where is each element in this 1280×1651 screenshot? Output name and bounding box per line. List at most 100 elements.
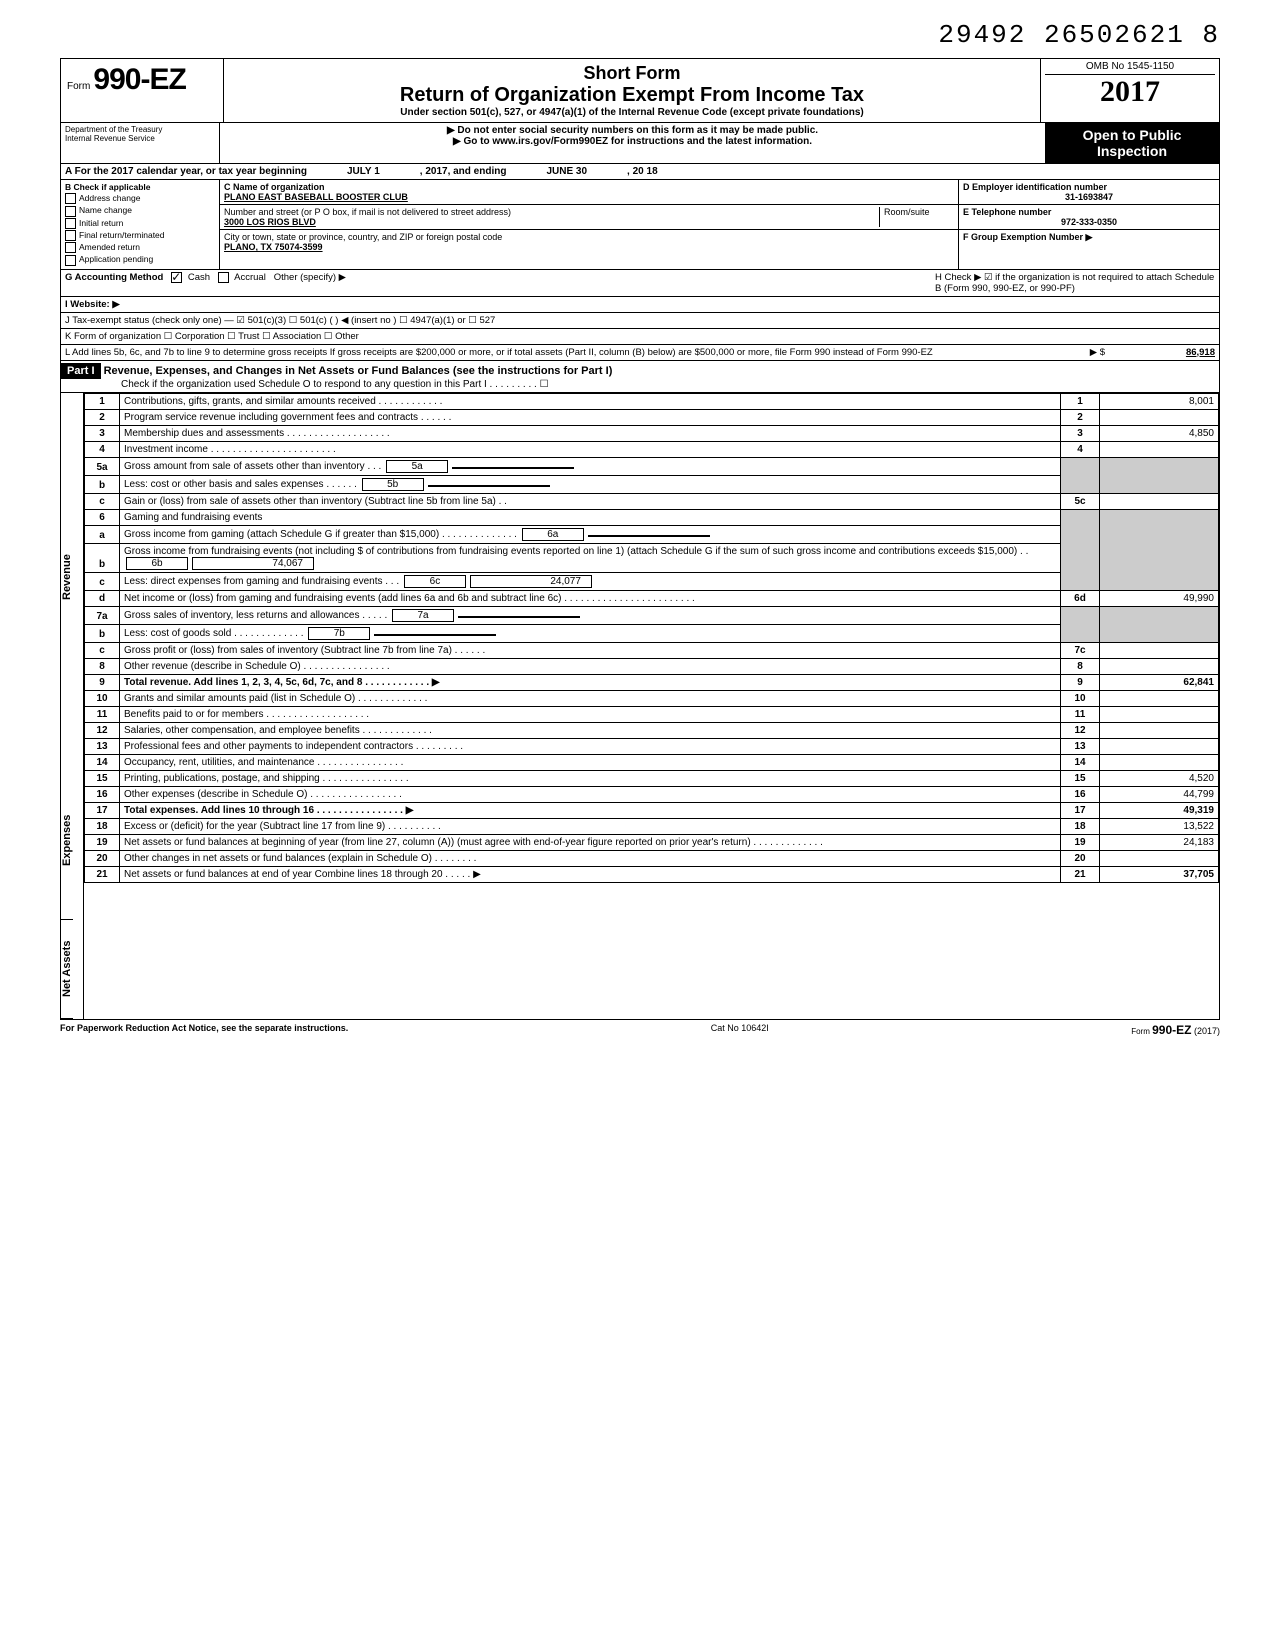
h-text: H Check ▶ ☑ if the organization is not r… <box>935 272 1215 294</box>
line-7a: 7aGross sales of inventory, less returns… <box>85 606 1219 624</box>
other-label: Other (specify) ▶ <box>274 272 346 283</box>
line-13: 13Professional fees and other payments t… <box>85 738 1219 754</box>
section-bcdef: B Check if applicable Address change Nam… <box>60 180 1220 270</box>
cb-initial-return[interactable]: Initial return <box>65 218 215 229</box>
addr-label: Number and street (or P O box, if mail i… <box>224 207 511 217</box>
i-label: I Website: ▶ <box>65 299 120 310</box>
line-11: 11Benefits paid to or for members . . . … <box>85 706 1219 722</box>
line-10: 10Grants and similar amounts paid (list … <box>85 690 1219 706</box>
l-arrow: ▶ $ <box>1090 347 1105 358</box>
footer-mid: Cat No 10642I <box>711 1023 769 1037</box>
side-labels: Revenue Expenses Net Assets <box>61 393 84 1019</box>
room-suite: Room/suite <box>879 207 954 227</box>
line-15: 15Printing, publications, postage, and s… <box>85 770 1219 786</box>
c-label: C Name of organization <box>224 182 325 192</box>
form-subtitle: Under section 501(c), 527, or 4947(a)(1)… <box>230 107 1034 118</box>
cb-final-return[interactable]: Final return/terminated <box>65 230 215 241</box>
row-a: A For the 2017 calendar year, or tax yea… <box>60 164 1220 180</box>
line-6c: cLess: direct expenses from gaming and f… <box>85 572 1219 590</box>
cb-address-change[interactable]: Address change <box>65 193 215 204</box>
line-5c: cGain or (loss) from sale of assets othe… <box>85 493 1219 509</box>
form-prefix: Form <box>67 81 90 92</box>
ein: 31-1693847 <box>963 192 1215 202</box>
row-a-endyr: , 20 18 <box>627 166 658 177</box>
line-3: 3Membership dues and assessments . . . .… <box>85 425 1219 441</box>
org-name: PLANO EAST BASEBALL BOOSTER CLUB <box>224 192 408 202</box>
netassets-label: Net Assets <box>61 920 73 1019</box>
open-to-public: Open to Public Inspection <box>1045 123 1219 163</box>
expenses-label: Expenses <box>61 761 73 920</box>
city-label: City or town, state or province, country… <box>224 232 502 242</box>
line-16: 16Other expenses (describe in Schedule O… <box>85 786 1219 802</box>
url-info: ▶ Go to www.irs.gov/Form990EZ for instru… <box>222 136 1043 147</box>
column-c: C Name of organization PLANO EAST BASEBA… <box>220 180 958 269</box>
row-a-text: A For the 2017 calendar year, or tax yea… <box>65 166 307 177</box>
line-8: 8Other revenue (describe in Schedule O) … <box>85 658 1219 674</box>
org-city: PLANO, TX 75074-3599 <box>224 242 323 252</box>
omb-number: OMB No 1545-1150 <box>1045 61 1215 75</box>
column-def: D Employer identification number 31-1693… <box>958 180 1219 269</box>
lines-table: 1Contributions, gifts, grants, and simil… <box>84 393 1219 883</box>
phone: 972-333-0350 <box>963 217 1215 227</box>
column-b: B Check if applicable Address change Nam… <box>61 180 220 269</box>
cb-amended-return[interactable]: Amended return <box>65 242 215 253</box>
part1-check: Check if the organization used Schedule … <box>61 379 1219 390</box>
row-a-mid: , 2017, and ending <box>420 166 507 177</box>
form-number: 990-EZ <box>93 63 185 96</box>
cb-accrual[interactable] <box>218 272 229 283</box>
line-6b: bGross income from fundraising events (n… <box>85 543 1219 572</box>
part1-title: Revenue, Expenses, and Changes in Net As… <box>104 365 613 377</box>
page-footer: For Paperwork Reduction Act Notice, see … <box>60 1020 1220 1037</box>
revenue-label: Revenue <box>61 393 73 761</box>
j-text: J Tax-exempt status (check only one) — ☑… <box>65 315 495 326</box>
form-header-2: Department of the Treasury Internal Reve… <box>60 122 1220 164</box>
form-header: Form 990-EZ Short Form Return of Organiz… <box>60 58 1220 122</box>
org-address: 3000 LOS RIOS BLVD <box>224 217 316 227</box>
l-text: L Add lines 5b, 6c, and 7b to line 9 to … <box>65 347 1090 358</box>
footer-right: Form 990-EZ (2017) <box>1131 1023 1220 1037</box>
line-17: 17Total expenses. Add lines 10 through 1… <box>85 802 1219 818</box>
cb-cash[interactable] <box>171 272 182 283</box>
line-6d: dNet income or (loss) from gaming and fu… <box>85 590 1219 606</box>
ssn-warning: ▶ Do not enter social security numbers o… <box>222 125 1043 136</box>
form-title: Return of Organization Exempt From Incom… <box>230 84 1034 107</box>
line-1: 1Contributions, gifts, grants, and simil… <box>85 393 1219 409</box>
dept-irs: Internal Revenue Service <box>65 134 215 143</box>
line-7c: cGross profit or (loss) from sales of in… <box>85 642 1219 658</box>
part1-label: Part I <box>61 363 101 379</box>
year-begin: JULY 1 <box>347 166 380 177</box>
document-id: 29492 26502621 8 <box>60 20 1220 50</box>
line-12: 12Salaries, other compensation, and empl… <box>85 722 1219 738</box>
cash-label: Cash <box>188 272 210 283</box>
l-value: 86,918 <box>1105 347 1215 358</box>
f-label: F Group Exemption Number ▶ <box>963 232 1092 242</box>
line-21: 21Net assets or fund balances at end of … <box>85 866 1219 882</box>
line-19: 19Net assets or fund balances at beginni… <box>85 834 1219 850</box>
line-7b: bLess: cost of goods sold . . . . . . . … <box>85 624 1219 642</box>
part1-header: Part I Revenue, Expenses, and Changes in… <box>60 361 1220 393</box>
cb-name-change[interactable]: Name change <box>65 205 215 216</box>
footer-left: For Paperwork Reduction Act Notice, see … <box>60 1023 348 1037</box>
g-label: G Accounting Method <box>65 272 163 283</box>
b-label: B Check if applicable <box>65 182 215 192</box>
dept-treasury: Department of the Treasury <box>65 125 215 134</box>
cb-application-pending[interactable]: Application pending <box>65 254 215 265</box>
e-label: E Telephone number <box>963 207 1051 217</box>
line-20: 20Other changes in net assets or fund ba… <box>85 850 1219 866</box>
line-5b: bLess: cost or other basis and sales exp… <box>85 475 1219 493</box>
short-form-label: Short Form <box>230 63 1034 84</box>
line-4: 4Investment income . . . . . . . . . . .… <box>85 441 1219 457</box>
line-5a: 5aGross amount from sale of assets other… <box>85 457 1219 475</box>
line-18: 18Excess or (deficit) for the year (Subt… <box>85 818 1219 834</box>
lines-container: Revenue Expenses Net Assets 1Contributio… <box>60 393 1220 1020</box>
line-14: 14Occupancy, rent, utilities, and mainte… <box>85 754 1219 770</box>
line-2: 2Program service revenue including gover… <box>85 409 1219 425</box>
d-label: D Employer identification number <box>963 182 1107 192</box>
year-end: JUNE 30 <box>546 166 587 177</box>
line-9: 9Total revenue. Add lines 1, 2, 3, 4, 5c… <box>85 674 1219 690</box>
tax-year: 2017 <box>1045 75 1215 109</box>
k-text: K Form of organization ☐ Corporation ☐ T… <box>65 331 359 342</box>
accrual-label: Accrual <box>234 272 266 283</box>
line-6a: aGross income from gaming (attach Schedu… <box>85 525 1219 543</box>
rows-ghijk: G Accounting Method Cash Accrual Other (… <box>60 270 1220 361</box>
